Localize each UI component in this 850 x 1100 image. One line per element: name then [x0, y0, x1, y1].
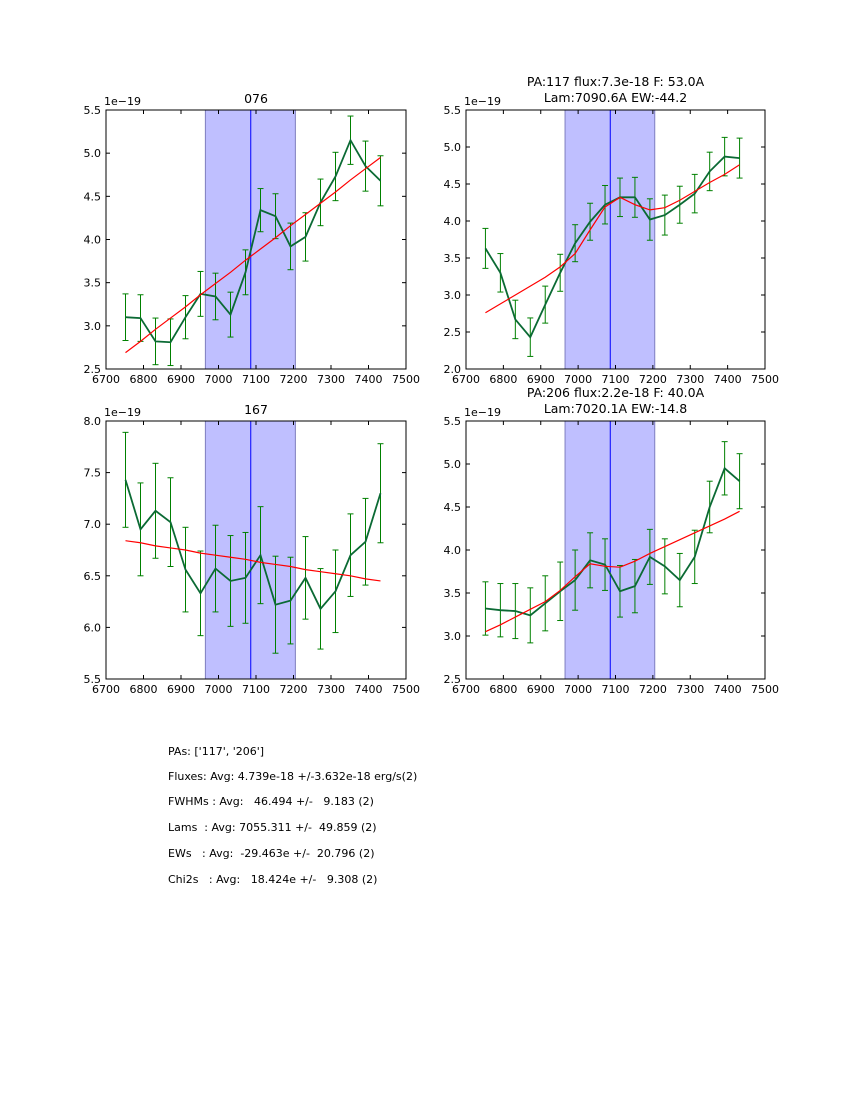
subplot-title: 167 — [244, 402, 268, 417]
y-tick-label: 7.5 — [84, 467, 102, 480]
fit-series-line — [485, 510, 740, 633]
x-tick-label: 7500 — [751, 373, 779, 386]
x-tick-label: 6700 — [92, 373, 120, 386]
y-tick-label: 3.5 — [444, 587, 462, 600]
y-tick-label: 5.5 — [444, 415, 462, 428]
x-tick-label: 7000 — [564, 683, 592, 696]
x-tick-label: 6800 — [130, 683, 158, 696]
x-tick-label: 6900 — [167, 373, 195, 386]
subplot-title-line: Lam:7020.1A EW:-14.8 — [544, 401, 687, 416]
fit-series-line — [125, 157, 381, 354]
x-tick-label: 7300 — [676, 373, 704, 386]
flux-series-line — [124, 479, 382, 611]
subplot-title-line: Lam:7090.6A EW:-44.2 — [544, 90, 687, 105]
y-tick-label: 3.5 — [84, 277, 102, 290]
y-tick-label: 5.0 — [84, 147, 102, 160]
x-tick-label: 6700 — [452, 373, 480, 386]
x-tick-label: 7400 — [355, 683, 383, 696]
x-tick-label: 7300 — [317, 683, 345, 696]
x-tick-label: 7200 — [639, 683, 667, 696]
y-tick-label: 2.5 — [84, 363, 102, 376]
y-tick-label: 2.5 — [444, 326, 462, 339]
y-offset-label: 1e−19 — [464, 95, 501, 108]
stats-fluxes: Fluxes: Avg: 4.739e-18 +/-3.632e-18 erg/… — [168, 770, 418, 783]
y-tick-label: 6.0 — [84, 621, 102, 634]
x-tick-label: 7100 — [242, 683, 270, 696]
y-tick-label: 5.5 — [84, 673, 102, 686]
x-tick-label: 7200 — [639, 373, 667, 386]
y-tick-label: 4.0 — [444, 215, 462, 228]
x-tick-label: 7000 — [205, 373, 233, 386]
x-tick-label: 7400 — [714, 683, 742, 696]
x-tick-label: 7000 — [564, 373, 592, 386]
y-tick-label: 5.5 — [84, 104, 102, 117]
y-tick-label: 2.5 — [444, 673, 462, 686]
x-tick-label: 7500 — [392, 683, 420, 696]
subplot-3: 6700 6800 6900 7000 7100 7200 7300 7400 7500 5.5 6… — [84, 402, 421, 696]
y-offset-label: 1e−19 — [104, 406, 141, 419]
subplot-title-line: PA:206 flux:2.2e-18 F: 40.0A — [527, 385, 705, 400]
y-tick-label: 4.0 — [84, 234, 102, 247]
y-tick-label: 4.5 — [444, 501, 462, 514]
y-tick-label: 4.5 — [84, 190, 102, 203]
x-tick-label: 7300 — [676, 683, 704, 696]
x-tick-label: 6800 — [489, 683, 517, 696]
y-tick-label: 3.0 — [84, 320, 102, 333]
y-offset-label: 1e−19 — [104, 95, 141, 108]
y-tick-label: 3.5 — [444, 252, 462, 265]
x-tick-label: 6700 — [92, 683, 120, 696]
flux-series-line — [485, 466, 741, 617]
x-tick-label: 7100 — [602, 683, 630, 696]
y-tick-label: 7.0 — [84, 518, 102, 531]
subplot-title-line: PA:117 flux:7.3e-18 F: 53.0A — [527, 74, 705, 89]
x-tick-label: 6900 — [527, 683, 555, 696]
stats-pas: PAs: ['117', '206'] — [168, 745, 265, 758]
y-offset-label: 1e−19 — [464, 406, 501, 419]
subplot-1: 6700 6800 6900 7000 7100 7200 7300 7400 7500 2.5 3… — [84, 91, 421, 386]
x-tick-label: 6900 — [167, 683, 195, 696]
fit-series-line — [485, 164, 740, 314]
x-tick-label: 7200 — [280, 373, 308, 386]
y-tick-label: 4.5 — [444, 178, 462, 191]
y-tick-label: 5.5 — [444, 104, 462, 117]
y-tick-label: 3.0 — [444, 289, 462, 302]
subplot-4: 6700 6800 6900 7000 7100 7200 7300 7400 7500 2.5 3… — [444, 385, 780, 696]
x-tick-label: 7500 — [392, 373, 420, 386]
stats-chi2s: Chi2s : Avg: 18.424e +/- 9.308 (2) — [168, 873, 378, 886]
x-tick-label: 7000 — [205, 683, 233, 696]
stats-ews: EWs : Avg: -29.463e +/- 20.796 (2) — [168, 847, 375, 860]
x-tick-label: 7400 — [714, 373, 742, 386]
x-tick-label: 7200 — [280, 683, 308, 696]
flux-series-line — [125, 138, 382, 344]
y-tick-label: 8.0 — [84, 415, 102, 428]
subplot-title: 076 — [244, 91, 268, 106]
y-tick-label: 5.0 — [444, 458, 462, 471]
y-tick-label: 6.5 — [84, 570, 102, 583]
fit-series-line — [125, 540, 381, 582]
x-tick-label: 6700 — [452, 683, 480, 696]
x-tick-label: 7500 — [751, 683, 779, 696]
subplot-2: 6700 6800 6900 7000 7100 7200 7300 7400 7500 2.0 2… — [444, 74, 780, 386]
y-tick-label: 2.0 — [444, 363, 462, 376]
x-tick-label: 7300 — [317, 373, 345, 386]
stats-lams: Lams : Avg: 7055.311 +/- 49.859 (2) — [168, 821, 377, 834]
x-tick-label: 6800 — [130, 373, 158, 386]
x-tick-label: 6800 — [489, 373, 517, 386]
x-tick-label: 7100 — [602, 373, 630, 386]
y-tick-label: 5.0 — [444, 141, 462, 154]
x-tick-label: 6900 — [527, 373, 555, 386]
x-tick-label: 7100 — [242, 373, 270, 386]
y-tick-label: 3.0 — [444, 630, 462, 643]
stats-fwhms: FWHMs : Avg: 46.494 +/- 9.183 (2) — [168, 795, 374, 808]
error-bar — [482, 227, 489, 269]
x-tick-label: 7400 — [355, 373, 383, 386]
y-tick-label: 4.0 — [444, 544, 462, 557]
